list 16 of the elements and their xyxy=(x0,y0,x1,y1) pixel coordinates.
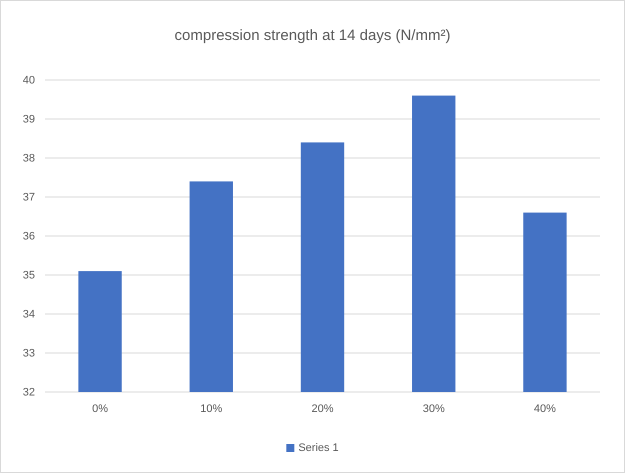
y-tick-label: 38 xyxy=(22,152,35,165)
x-tick-label: 10% xyxy=(200,402,222,415)
y-tick-label: 33 xyxy=(22,348,35,360)
x-tick-label: 30% xyxy=(422,402,445,415)
x-tick-label: 20% xyxy=(311,402,334,415)
y-tick-label: 36 xyxy=(22,230,35,243)
y-tick-label: 39 xyxy=(22,114,35,126)
x-tick-label: 0% xyxy=(92,402,108,415)
y-tick-label: 40 xyxy=(22,74,35,87)
legend-label: Series 1 xyxy=(298,442,339,454)
y-tick-label: 34 xyxy=(22,308,35,321)
x-tick-label: 40% xyxy=(534,402,556,415)
y-tick-label: 37 xyxy=(22,192,35,204)
chart-title: compression strength at 14 days (N/mm²) xyxy=(174,27,450,44)
y-tick-label: 35 xyxy=(22,270,35,282)
y-tick-label: 32 xyxy=(22,386,35,399)
